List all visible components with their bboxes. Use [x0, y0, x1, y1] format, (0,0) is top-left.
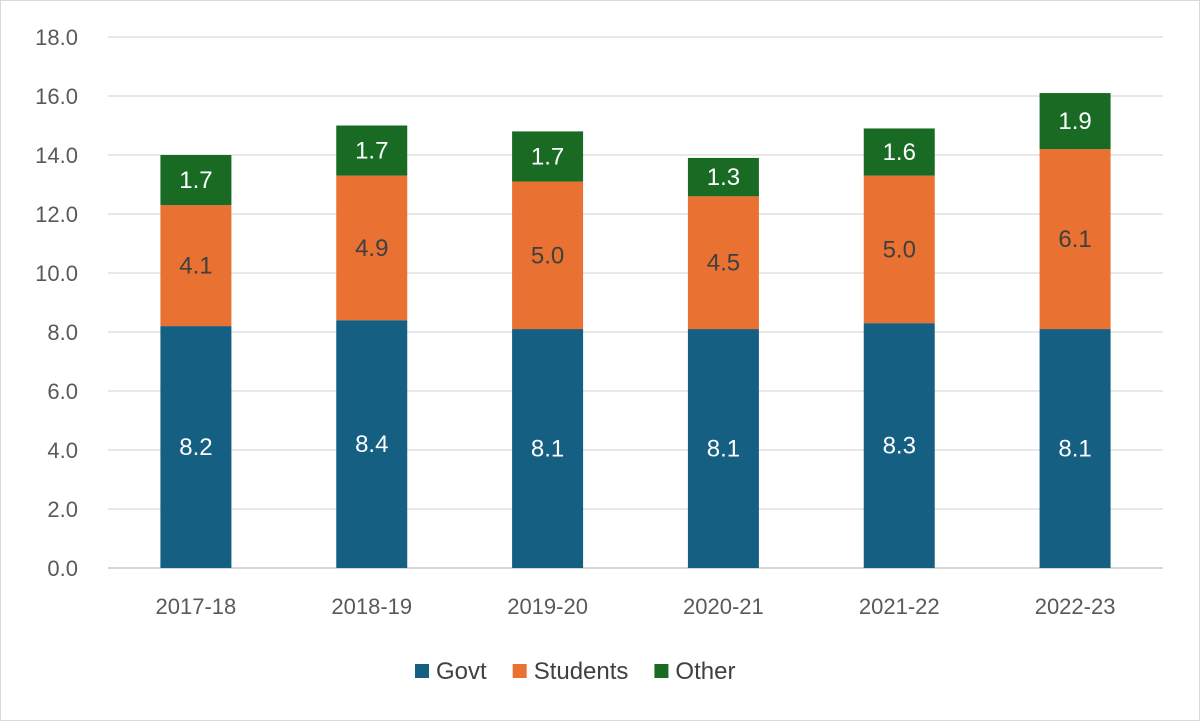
y-tick-label: 2.0 [47, 497, 78, 522]
y-tick-label: 12.0 [35, 202, 78, 227]
data-label: 1.9 [1058, 108, 1091, 135]
legend-swatch-govt [415, 664, 429, 678]
x-tick-label: 2017-18 [156, 594, 237, 619]
x-axis-ticks: 2017-18 2018-19 2019-20 2020-21 2021-22 2022-… [156, 594, 1116, 619]
data-label: 4.1 [179, 253, 212, 280]
gridlines [108, 36, 1163, 569]
data-label: 1.7 [531, 143, 564, 170]
bars: 8.2 4.1 1.7 8.4 4.9 1.7 8.1 5.0 1.7 8.1 4.5 1.3 8.3 5… [160, 93, 1111, 568]
legend-swatch-students [512, 664, 527, 678]
bar-students [160, 205, 232, 327]
bar-students [336, 175, 408, 321]
data-label: 5.0 [531, 242, 564, 269]
data-label: 8.1 [1058, 436, 1091, 463]
bar-other [160, 155, 232, 206]
bar-other [336, 125, 408, 176]
bar-other [687, 157, 759, 197]
bar-other [1039, 93, 1111, 150]
data-label: 8.1 [707, 436, 740, 463]
legend: Govt Students Other [415, 658, 735, 685]
data-label: 8.3 [883, 433, 916, 460]
data-label: 5.0 [883, 236, 916, 263]
y-axis-ticks: 0.0 2.0 4.0 6.0 8.0 10.0 12.0 14.0 16.0 18.0 [35, 25, 78, 581]
y-tick-label: 14.0 [35, 143, 78, 168]
x-tick-label: 2022-23 [1035, 594, 1116, 619]
data-label: 4.9 [355, 235, 388, 262]
bar-other [863, 128, 935, 176]
y-tick-label: 6.0 [47, 379, 78, 404]
y-tick-label: 8.0 [47, 320, 78, 345]
x-tick-label: 2019-20 [507, 594, 588, 619]
bar-students [863, 175, 935, 324]
y-tick-label: 0.0 [47, 556, 78, 581]
bar-govt [336, 320, 408, 568]
bar-govt [1039, 329, 1111, 568]
bar-govt [512, 329, 584, 568]
y-tick-label: 18.0 [35, 25, 78, 50]
bar-govt [160, 326, 232, 568]
bar-other [512, 131, 584, 182]
data-label: 1.6 [883, 139, 916, 166]
data-label: 8.1 [531, 436, 564, 463]
y-tick-label: 4.0 [47, 438, 78, 463]
x-tick-label: 2020-21 [683, 594, 764, 619]
x-tick-label: 2018-19 [331, 594, 412, 619]
data-label: 8.2 [179, 434, 212, 461]
legend-swatch-other [654, 664, 669, 678]
data-label: 1.3 [707, 164, 740, 191]
data-label: 1.7 [355, 138, 388, 165]
bar-students [1039, 149, 1111, 330]
legend-label-govt: Govt [436, 658, 487, 685]
bar-students [512, 181, 584, 330]
data-label: 4.5 [707, 250, 740, 277]
bar-govt [863, 323, 935, 568]
legend-label-students: Students [534, 658, 629, 685]
data-label: 8.4 [355, 431, 388, 458]
x-tick-label: 2021-22 [859, 594, 940, 619]
bar-govt [687, 329, 759, 568]
y-tick-label: 16.0 [35, 84, 78, 109]
y-tick-label: 10.0 [35, 261, 78, 286]
data-label: 6.1 [1058, 226, 1091, 253]
data-label: 1.7 [179, 167, 212, 194]
legend-label-other: Other [675, 658, 735, 685]
bar-students [687, 196, 759, 330]
